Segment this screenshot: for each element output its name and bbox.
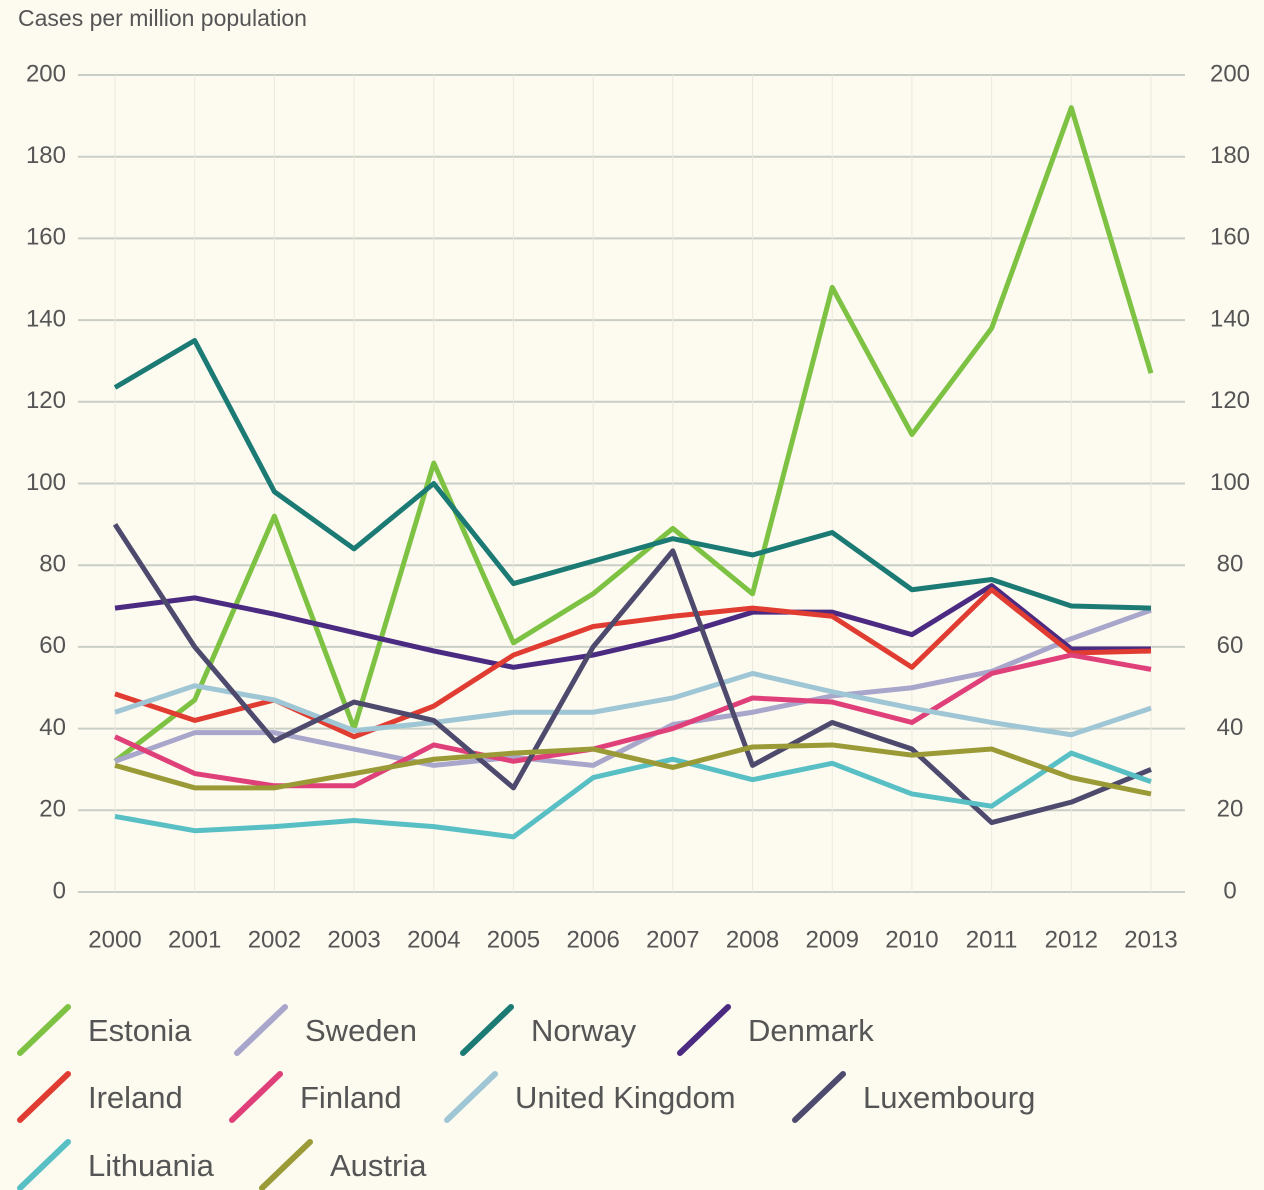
- legend-label: Estonia: [88, 1013, 192, 1048]
- y-tick-label: 140: [26, 305, 66, 332]
- legend-label: Lithuania: [88, 1148, 215, 1183]
- series-line: [113, 338, 1152, 611]
- legend-swatch: [444, 1071, 498, 1123]
- y2-tick-label: 140: [1210, 305, 1250, 332]
- legend-swatch: [17, 1004, 71, 1056]
- y-tick-label: 180: [26, 142, 66, 169]
- legend-swatch: [17, 1139, 71, 1190]
- y2-tick-label: 100: [1210, 469, 1250, 496]
- legend-swatch: [234, 1004, 288, 1056]
- series-line: [114, 750, 1152, 840]
- legend-label: Austria: [330, 1148, 427, 1183]
- y-tick-label: 200: [26, 60, 66, 87]
- x-tick-label: 2013: [1124, 926, 1177, 953]
- series-line: [112, 522, 1152, 826]
- y2-tick-label: 60: [1217, 632, 1244, 659]
- x-tick-label: 2001: [168, 926, 221, 953]
- legend-label: Luxembourg: [863, 1080, 1035, 1115]
- series-line: [114, 742, 1152, 797]
- legend-swatch: [259, 1139, 313, 1190]
- y-tick-label: 160: [26, 224, 66, 251]
- x-tick-label: 2002: [248, 926, 301, 953]
- x-tick-label: 2011: [966, 926, 1018, 953]
- y2-tick-label: 0: [1223, 877, 1236, 904]
- legend-swatch: [677, 1004, 731, 1056]
- x-tick-label: 2000: [88, 926, 141, 953]
- legend-swatch: [229, 1071, 283, 1123]
- y-tick-label: 60: [39, 632, 66, 659]
- y-tick-label: 100: [26, 469, 66, 496]
- series-line: [113, 105, 1154, 764]
- legend-label: Ireland: [88, 1080, 183, 1115]
- y-tick-label: 80: [39, 551, 66, 578]
- series-line: [114, 607, 1152, 768]
- series-line: [114, 670, 1152, 738]
- legend-label: United Kingdom: [515, 1080, 736, 1115]
- x-tick-label: 2005: [487, 926, 540, 953]
- y-tick-label: 20: [39, 796, 66, 823]
- y2-tick-label: 80: [1217, 551, 1244, 578]
- y2-tick-label: 180: [1210, 142, 1250, 169]
- legend-label: Finland: [300, 1080, 402, 1115]
- x-tick-label: 2004: [407, 926, 460, 953]
- x-tick-label: 2012: [1045, 926, 1098, 953]
- legend-label: Norway: [531, 1013, 637, 1048]
- series-line: [114, 583, 1151, 670]
- x-tick-label: 2003: [327, 926, 380, 953]
- y2-tick-label: 40: [1217, 714, 1244, 741]
- legend-swatch: [792, 1071, 846, 1123]
- axis-title: Cases per million population: [18, 5, 307, 31]
- legend-label: Denmark: [748, 1013, 874, 1048]
- y2-tick-label: 160: [1210, 224, 1250, 251]
- x-tick-label: 2010: [885, 926, 938, 953]
- x-tick-label: 2007: [646, 926, 699, 953]
- y2-tick-label: 120: [1210, 387, 1250, 414]
- legend-swatch: [460, 1004, 514, 1056]
- x-tick-label: 2008: [726, 926, 779, 953]
- y2-tick-label: 20: [1217, 796, 1244, 823]
- y-tick-label: 40: [39, 714, 66, 741]
- legend-swatch: [17, 1071, 71, 1123]
- y2-tick-label: 200: [1210, 60, 1250, 87]
- legend-label: Sweden: [305, 1013, 417, 1048]
- y-tick-label: 0: [53, 877, 66, 904]
- y-tick-label: 120: [26, 387, 66, 414]
- x-tick-label: 2009: [806, 926, 859, 953]
- x-tick-label: 2006: [566, 926, 619, 953]
